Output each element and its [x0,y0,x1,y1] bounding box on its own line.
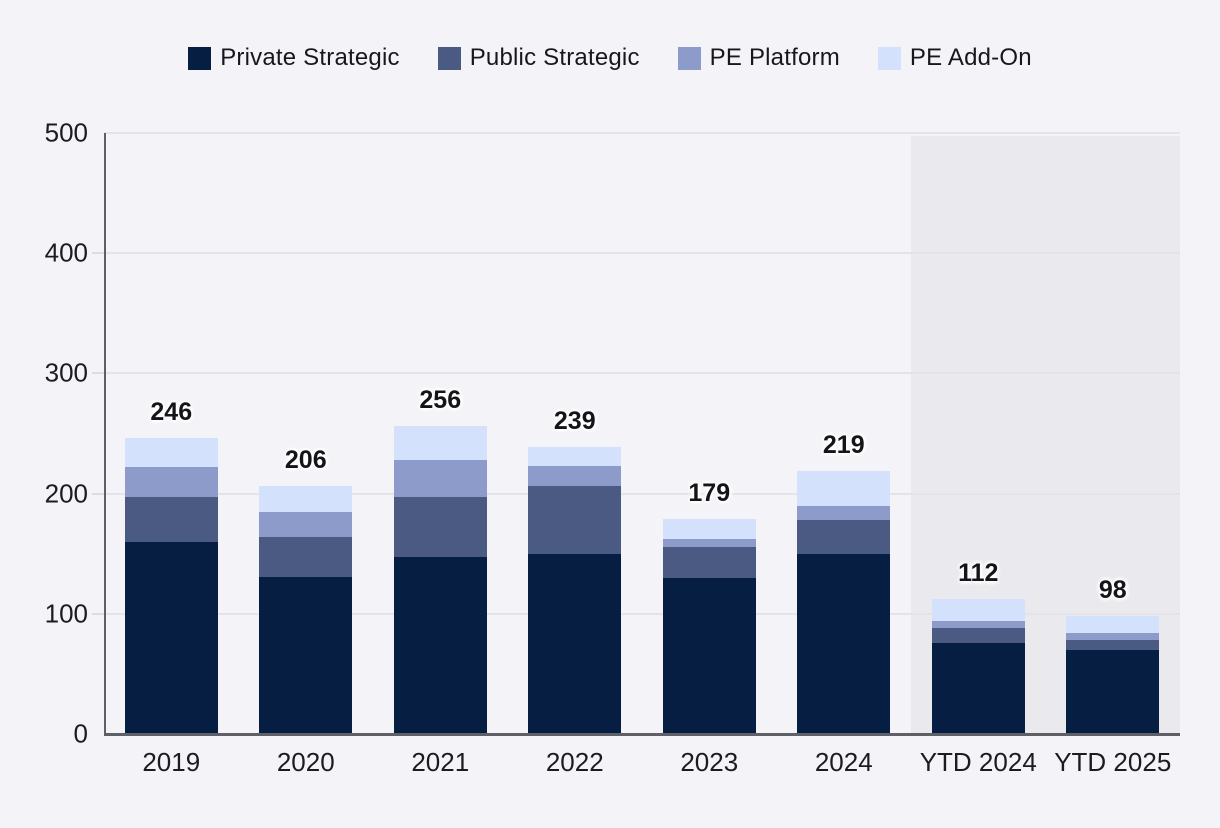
x-axis-label-2021: 2021 [411,747,470,777]
bar-segment-pe-platform[interactable] [528,465,622,487]
bar-segment-pe-platform[interactable] [1066,633,1160,641]
gridline-200 [104,492,1180,495]
bar-segment-private-strategic[interactable] [528,553,622,734]
bar-segment-pe-add-on[interactable] [259,486,353,512]
bar-total-label: 112 [958,559,999,588]
bar-group-2024: 219 2024 [777,133,912,777]
bar-total-label: 219 [822,430,865,459]
bar-group-2022: 239 2022 [508,133,643,777]
bar-segment-private-strategic[interactable] [393,557,487,734]
bar-segment-public-strategic[interactable] [662,546,756,578]
bar-segment-pe-add-on[interactable] [931,599,1025,622]
bar-segment-pe-add-on[interactable] [393,426,487,460]
y-axis-label-400: 400 [44,237,88,268]
bar-segment-pe-platform[interactable] [124,467,218,498]
y-axis-label-0: 0 [73,718,88,749]
bar-segment-public-strategic[interactable] [931,628,1025,643]
legend-swatch-pe-add-on-icon [877,46,901,70]
legend-item-pe-platform[interactable]: PE Platform [677,44,840,72]
legend-label: PE Add-On [909,44,1032,71]
x-axis-label-2022: 2022 [545,747,604,777]
stacked-bar-2020[interactable] [259,486,353,734]
y-tick-200 [92,492,104,495]
x-axis-label-ytd-2025: YTD 2025 [1054,747,1172,777]
bar-group-2021: 256 2021 [373,133,508,777]
bar-group-ytd-2024: 112 YTD 2024 [911,133,1046,777]
legend-label: Private Strategic [220,44,400,71]
legend-item-public-strategic[interactable]: Public Strategic [437,44,640,72]
bar-segment-public-strategic[interactable] [797,520,891,554]
gridline-400 [104,252,1180,255]
y-axis-label-500: 500 [44,117,88,148]
bar-segment-public-strategic[interactable] [1066,640,1160,650]
bar-segment-public-strategic[interactable] [528,486,622,554]
x-axis-label-2020: 2020 [276,747,335,777]
legend-item-private-strategic[interactable]: Private Strategic [188,44,400,72]
x-axis-label-2019: 2019 [142,747,201,777]
bar-segment-pe-add-on[interactable] [528,446,622,466]
x-axis-label-2024: 2024 [814,747,873,777]
bar-group-ytd-2025: 98 YTD 2025 [1046,133,1181,777]
x-axis-line [104,733,1180,736]
bar-segment-private-strategic[interactable] [259,576,353,734]
bars: 246 2019 206 2020 256 2021 239 2022 179 2023 219 20… [104,133,1181,777]
bar-segment-pe-add-on[interactable] [662,518,756,540]
legend-item-pe-add-on[interactable]: PE Add-On [877,44,1032,72]
y-tick-100 [92,612,104,615]
bar-total-label: 239 [553,406,596,435]
stacked-bar-ytd-2025[interactable] [1066,616,1160,734]
bar-segment-private-strategic[interactable] [124,541,218,734]
bar-segment-pe-platform[interactable] [259,511,353,537]
y-axis-line [104,133,106,734]
y-tick-300 [92,372,104,375]
stacked-bar-2022[interactable] [528,446,622,734]
stacked-bar-ytd-2024[interactable] [931,599,1025,734]
gridline-300 [104,372,1180,375]
bar-segment-pe-add-on[interactable] [1066,616,1160,634]
stacked-bar-2024[interactable] [797,470,891,734]
bar-total-label: 256 [419,386,462,415]
legend-swatch-private-strategic-icon [188,46,212,70]
bar-segment-pe-add-on[interactable] [124,438,218,468]
y-axis-label-100: 100 [44,598,88,629]
bar-segment-pe-platform[interactable] [393,459,487,498]
bar-segment-pe-add-on[interactable] [797,470,891,506]
y-tick-400 [92,252,104,255]
stacked-bar-2023[interactable] [662,518,756,734]
bar-segment-public-strategic[interactable] [124,497,218,542]
legend-label: Public Strategic [469,44,640,71]
bar-segment-pe-platform[interactable] [931,621,1025,629]
stacked-bar-2021[interactable] [393,426,487,734]
bar-segment-private-strategic[interactable] [1066,649,1160,734]
bar-segment-private-strategic[interactable] [662,577,756,734]
legend-label: PE Platform [709,44,840,71]
bar-segment-pe-platform[interactable] [797,505,891,521]
plot-area: 0 100 200 300 400 500 246 2019 206 2020 256 2021 23… [45,118,1181,777]
bar-segment-private-strategic[interactable] [797,553,891,734]
legend-swatch-public-strategic-icon [437,46,461,70]
bar-total-label: 98 [1098,576,1127,605]
y-axis-label-300: 300 [44,357,88,388]
legend: Private Strategic Public Strategic PE Pl… [0,44,1220,72]
bar-total-label: 179 [688,478,731,507]
bar-segment-private-strategic[interactable] [931,642,1025,734]
bar-group-2019: 246 2019 [104,133,239,777]
stacked-bar-2019[interactable] [124,438,218,734]
bar-segment-public-strategic[interactable] [393,497,487,558]
y-axis-label-200: 200 [44,478,88,509]
gridline-500 [104,132,1180,134]
legend-swatch-pe-platform-icon [677,46,701,70]
bar-segment-pe-platform[interactable] [662,539,756,547]
bar-total-label: 206 [284,446,327,475]
bar-group-2023: 179 2023 [642,133,777,777]
x-axis-label-2023: 2023 [680,747,739,777]
x-axis-label-ytd-2024: YTD 2024 [919,747,1037,777]
bar-segment-public-strategic[interactable] [259,536,353,577]
bar-total-label: 246 [150,398,193,427]
gridline-100 [104,612,1180,615]
bar-group-2020: 206 2020 [239,133,374,777]
